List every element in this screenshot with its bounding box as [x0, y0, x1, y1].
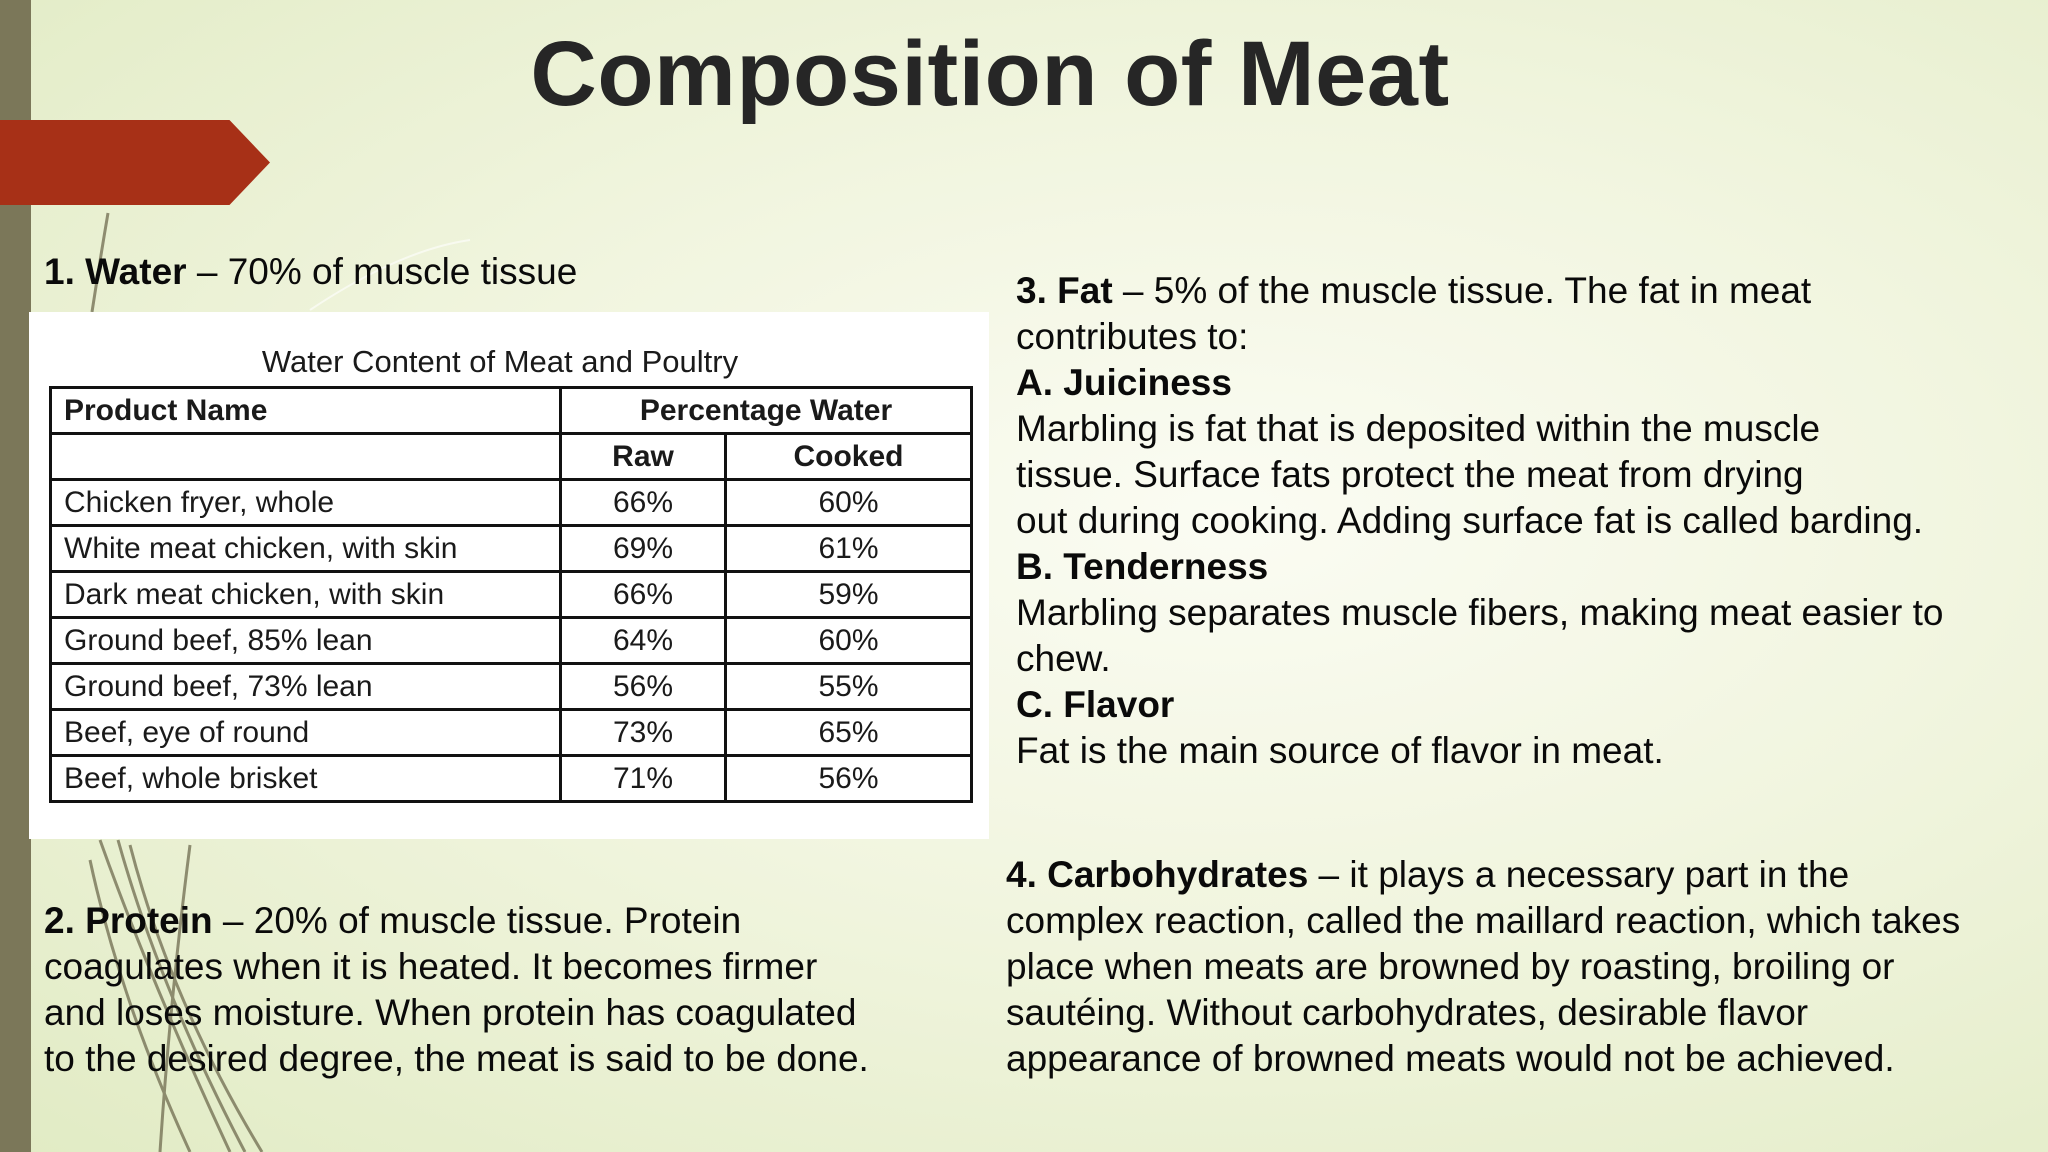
table-header-row: Product Name Percentage Water	[49, 386, 973, 435]
cell-raw: 71%	[559, 754, 727, 803]
protein-paragraph: 2. Protein – 20% of muscle tissue. Prote…	[44, 898, 869, 1082]
header-cooked: Cooked	[724, 432, 973, 481]
slide-title: Composition of Meat	[530, 23, 1450, 125]
cell-cooked: 65%	[724, 708, 973, 757]
protein-line: coagulates when it is heated. It becomes…	[44, 946, 818, 987]
cell-raw: 73%	[559, 708, 727, 757]
protein-line: to the desired degree, the meat is said …	[44, 1038, 869, 1079]
carbs-line: appearance of browned meats would not be…	[1006, 1038, 1895, 1079]
fat-line: 3. Fat – 5% of the muscle tissue. The fa…	[1016, 270, 1812, 311]
tenderness-heading: B. Tenderness	[1016, 546, 1269, 587]
table-subheader-row: Raw Cooked	[49, 432, 973, 481]
juiciness-heading: A. Juiciness	[1016, 362, 1232, 403]
flavor-line: Fat is the main source of flavor in meat…	[1016, 730, 1664, 771]
tenderness-line: Marbling separates muscle fibers, making…	[1016, 592, 1944, 633]
table-caption: Water Content of Meat and Poultry	[261, 344, 739, 379]
cell-cooked: 55%	[724, 662, 973, 711]
water-text: – 70% of muscle tissue	[186, 251, 578, 292]
cell-cooked: 61%	[724, 524, 973, 573]
cell-cooked: 59%	[724, 570, 973, 619]
fat-paragraph: 3. Fat – 5% of the muscle tissue. The fa…	[1016, 268, 1943, 774]
header-percentage-water: Percentage Water	[559, 386, 973, 435]
table-row: Chicken fryer, whole 66% 60%	[49, 478, 973, 527]
protein-line: 2. Protein – 20% of muscle tissue. Prote…	[44, 900, 742, 941]
cell-product: Ground beef, 73% lean	[49, 662, 562, 711]
carbohydrates-paragraph: 4. Carbohydrates – it plays a necessary …	[1006, 852, 1960, 1082]
table-row: White meat chicken, with skin 69% 61%	[49, 524, 973, 573]
protein-line: and loses moisture. When protein has coa…	[44, 992, 857, 1033]
carbs-line: sautéing. Without carbohydrates, desirab…	[1006, 992, 1809, 1033]
water-content-table: Product Name Percentage Water Raw Cooked…	[49, 386, 973, 803]
cell-product: Dark meat chicken, with skin	[49, 570, 562, 619]
fat-label: 3. Fat	[1016, 270, 1113, 311]
header-product-name: Product Name	[49, 386, 562, 435]
table-row: Dark meat chicken, with skin 66% 59%	[49, 570, 973, 619]
carbs-line: place when meats are browned by roasting…	[1006, 946, 1895, 987]
header-empty-cell	[49, 432, 562, 481]
flavor-heading: C. Flavor	[1016, 684, 1175, 725]
header-raw: Raw	[559, 432, 727, 481]
juiciness-line: out during cooking. Adding surface fat i…	[1016, 500, 1924, 541]
juiciness-line: tissue. Surface fats protect the meat fr…	[1016, 454, 1804, 495]
carbs-line: complex reaction, called the maillard re…	[1006, 900, 1961, 941]
carbs-line: 4. Carbohydrates – it plays a necessary …	[1006, 854, 1850, 895]
table-row: Beef, eye of round 73% 65%	[49, 708, 973, 757]
cell-product: Ground beef, 85% lean	[49, 616, 562, 665]
cell-raw: 56%	[559, 662, 727, 711]
cell-cooked: 56%	[724, 754, 973, 803]
cell-cooked: 60%	[724, 478, 973, 527]
cell-raw: 66%	[559, 570, 727, 619]
cell-raw: 69%	[559, 524, 727, 573]
cell-product: Chicken fryer, whole	[49, 478, 562, 527]
cell-product: Beef, eye of round	[49, 708, 562, 757]
protein-label: 2. Protein	[44, 900, 213, 941]
tenderness-line: chew.	[1016, 638, 1111, 679]
juiciness-line: Marbling is fat that is deposited within…	[1016, 408, 1821, 449]
red-arrow-shape	[0, 120, 270, 205]
cell-product: Beef, whole brisket	[49, 754, 562, 803]
table-row: Ground beef, 85% lean 64% 60%	[49, 616, 973, 665]
table-row: Beef, whole brisket 71% 56%	[49, 754, 973, 803]
water-label: 1. Water	[44, 251, 187, 292]
cell-product: White meat chicken, with skin	[49, 524, 562, 573]
fat-line: contributes to:	[1016, 316, 1249, 357]
cell-raw: 66%	[559, 478, 727, 527]
table-row: Ground beef, 73% lean 56% 55%	[49, 662, 973, 711]
cell-cooked: 60%	[724, 616, 973, 665]
cell-raw: 64%	[559, 616, 727, 665]
carbs-label: 4. Carbohydrates	[1006, 854, 1309, 895]
water-paragraph: 1. Water – 70% of muscle tissue	[44, 249, 577, 295]
